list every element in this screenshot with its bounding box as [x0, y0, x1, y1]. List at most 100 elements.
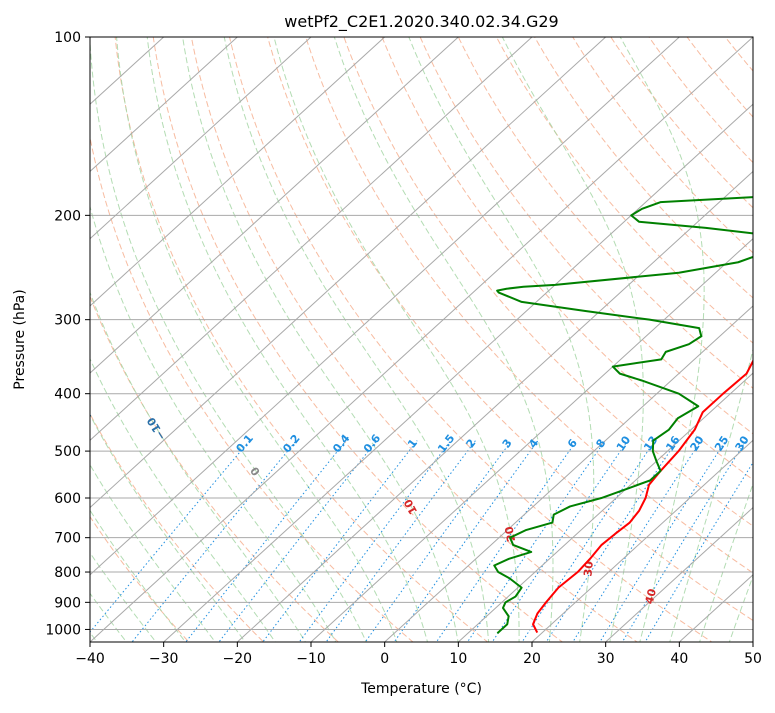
- x-tick-label: 30: [597, 651, 615, 667]
- isotherm-gridline: [384, 305, 753, 642]
- temperature-profile-line: [532, 359, 753, 633]
- isobar-gridlines: [90, 37, 753, 630]
- isotherm-gridline: [457, 372, 753, 642]
- dry-adiabat-line: [495, 37, 753, 344]
- x-axis-ticks: −40 −30 −20 −10 0 10 20 30 40 50: [75, 642, 762, 667]
- y-tick-label: 200: [54, 208, 81, 224]
- dry-adiabat-line: [724, 37, 753, 72]
- dry-adiabat-line: [267, 37, 753, 622]
- isotherm-gridlines: [90, 37, 753, 642]
- annotation-label: 30: [581, 560, 595, 577]
- isotherm-gridline: [236, 170, 753, 642]
- annotation-label: 0: [248, 464, 263, 478]
- dry-adiabat-line: [305, 37, 753, 574]
- y-axis-ticks: 100 200 300 400 500 600 700 800 900 1000: [45, 30, 90, 638]
- isotherm-gridline: [90, 37, 607, 509]
- dry-adiabat-line: [648, 37, 753, 164]
- dry-adiabat-line: [229, 37, 713, 642]
- moist-adiabat-line: [728, 574, 753, 642]
- moist-adiabat-line: [333, 37, 554, 642]
- isotherm-gridline: [531, 439, 753, 642]
- moist-adiabat-line: [90, 463, 216, 642]
- mixing-ratio-line: [131, 440, 297, 642]
- mixing-ratio-line: [545, 440, 678, 642]
- y-tick-label: 600: [54, 491, 81, 507]
- mixing-ratio-line: [298, 440, 452, 642]
- y-tick-label: 400: [54, 387, 81, 403]
- x-axis-label: Temperature (°C): [360, 681, 482, 697]
- annotation-label: 3: [500, 437, 515, 451]
- dry-adiabat-line: [152, 37, 564, 642]
- moist-adiabat-line: [699, 482, 753, 642]
- dry-adiabat-line: [90, 515, 190, 642]
- moist-adiabat-line: [501, 37, 644, 642]
- y-tick-label: 900: [54, 595, 81, 611]
- annotation-label: 30: [733, 433, 752, 453]
- mixing-ratio-line: [491, 440, 629, 642]
- dry-adiabat-line: [381, 37, 753, 481]
- dry-adiabat-line: [90, 412, 265, 642]
- mixing-ratio-line: [218, 440, 378, 642]
- dry-adiabat-line: [572, 37, 753, 254]
- y-tick-label: 1000: [45, 622, 81, 638]
- mixing-ratio-line: [185, 440, 347, 642]
- annotation-label: 36: [753, 433, 772, 453]
- x-tick-label: 50: [744, 651, 762, 667]
- isotherm-gridline: [90, 37, 680, 576]
- isotherm-gridline: [163, 103, 753, 642]
- moist-adiabat-line: [669, 347, 753, 642]
- moist-adiabat-line: [408, 37, 595, 642]
- x-tick-label: −30: [149, 651, 179, 667]
- annotation-label: 0.6: [361, 432, 384, 456]
- annotation-label: −10: [144, 415, 168, 443]
- isotherm-gridline: [90, 37, 753, 642]
- line-annotations: −100−90−80−70−60−50−40−30−20−100.10.20.4…: [90, 392, 772, 605]
- dry-adiabat-line: [753, 24, 775, 654]
- x-tick-label: 40: [670, 651, 688, 667]
- mixing-ratio-lines: [90, 440, 753, 642]
- moist-adiabats: [90, 37, 753, 642]
- dry-adiabat-line: [610, 37, 753, 209]
- dry-adiabat-line: [190, 37, 638, 642]
- isotherm-gridline: [90, 37, 312, 240]
- moist-adiabat-line: [90, 291, 306, 642]
- y-tick-label: 800: [54, 565, 81, 581]
- x-tick-label: −20: [223, 651, 253, 667]
- plot-frame: [89, 36, 754, 643]
- x-tick-label: −40: [75, 651, 105, 667]
- x-tick-label: 0: [380, 651, 389, 667]
- annotation-label: 1.5: [435, 432, 457, 455]
- annotation-label: 6: [565, 436, 580, 450]
- annotation-label: 8: [593, 437, 608, 451]
- moist-adiabat-line: [116, 37, 398, 642]
- y-axis-label: Pressure (hPa): [12, 289, 28, 389]
- mixing-ratio-line: [435, 440, 578, 642]
- x-tick-label: 10: [449, 651, 467, 667]
- dry-adiabat-line: [419, 37, 753, 435]
- mixing-ratio-line: [521, 440, 656, 642]
- isotherm-gridline: [605, 506, 753, 642]
- isotherm-gridline: [90, 37, 459, 374]
- mixing-ratio-line: [466, 440, 606, 642]
- annotation-label: 0.4: [330, 432, 353, 456]
- isotherm-gridline: [90, 37, 533, 442]
- y-tick-label: 300: [54, 313, 81, 329]
- mixing-ratio-line: [262, 440, 418, 642]
- annotation-label: 20: [502, 525, 518, 543]
- y-tick-label: 100: [54, 30, 81, 46]
- moist-adiabat-line: [90, 37, 367, 642]
- x-tick-label: −10: [296, 651, 326, 667]
- mixing-ratio-line: [621, 440, 747, 642]
- moist-adiabat-line: [90, 509, 187, 642]
- isotherm-gridline: [310, 237, 753, 642]
- moist-adiabat-line: [223, 37, 490, 642]
- moist-adiabat-line: [90, 204, 337, 642]
- dewpoint-profile-line: [493, 196, 753, 635]
- series-layer: [493, 196, 753, 635]
- dry-adiabat-line: [686, 37, 753, 118]
- isotherm-gridline: [90, 37, 386, 307]
- moist-adiabat-line: [182, 37, 459, 642]
- annotation-label: 40: [643, 587, 659, 605]
